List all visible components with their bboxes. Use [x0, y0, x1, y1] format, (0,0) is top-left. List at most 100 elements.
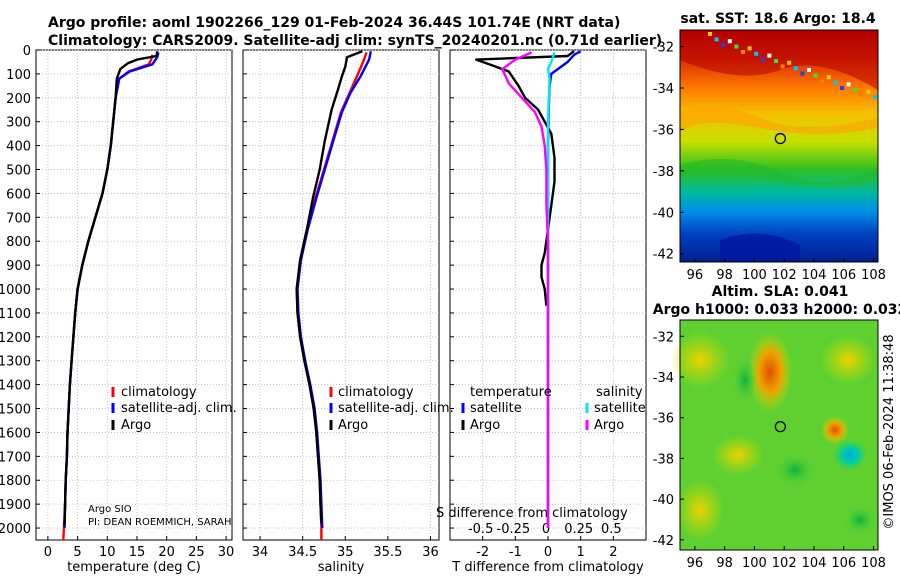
map-y-tick-label: -40 [653, 493, 674, 508]
cloud-pixel [846, 82, 851, 87]
sla-high-2 [820, 336, 876, 384]
sla-map-ticks: 96 98 100 102 104 106 108 -32 -34 -36 -38 -40 -42 [653, 330, 886, 571]
y-tick-label: 400 [6, 140, 31, 155]
legend-label-sal-argo: Argo [594, 418, 624, 433]
map-x-tick-label: 102 [772, 556, 797, 571]
cloud-pixel [714, 37, 719, 42]
map-y-tick-label: -32 [653, 330, 674, 345]
cloud-pixel [873, 95, 877, 99]
cloud-pixel [807, 68, 811, 72]
legend-label-argo: Argo [338, 418, 368, 433]
cloud-pixel [853, 87, 858, 92]
x-tick-label: 35 [337, 545, 354, 560]
x-tick-label: -1 [509, 545, 522, 560]
cloud-pixel [741, 50, 745, 54]
series-salinity-argo [501, 51, 550, 528]
sst-front [680, 107, 878, 134]
temperature-panel [35, 49, 233, 541]
x-tick-label: 36 [422, 545, 439, 560]
cloud-pixel [859, 93, 864, 98]
sst-map [679, 29, 879, 263]
argo-float-marker [774, 421, 786, 433]
map-x-tick-label: 98 [716, 556, 733, 571]
pi-label: PI: DEAN ROEMMICH, SARAH [88, 517, 232, 528]
temperature-legend: climatology satellite-adj. clim. Argo [111, 385, 237, 433]
sla-high-4 [712, 435, 764, 475]
legend-label-argo: Argo [121, 418, 151, 433]
x-tick-label: 15 [129, 545, 146, 560]
series-group [295, 50, 372, 540]
y-tick-label: 1300 [0, 355, 31, 370]
x-tick-label: 20 [158, 545, 175, 560]
legend-label-temp-satellite: satellite [470, 401, 522, 416]
map-y-tick-label: -36 [653, 123, 674, 138]
cloud-pixel [727, 39, 732, 44]
x-tick-label: -2 [476, 545, 489, 560]
legend-title-temperature: temperature [470, 385, 552, 400]
cloud-pixel [708, 32, 712, 36]
series-group [62, 51, 160, 540]
title-line-2: Climatology: CARS2009. Satellite-adj cli… [48, 33, 662, 49]
y-tick-label: 1500 [0, 403, 31, 418]
cloud-pixel [747, 46, 752, 51]
difference-xlabel: T difference from climatology [451, 560, 644, 575]
sst-map-frame [679, 29, 879, 263]
sla-low-3 [775, 454, 815, 486]
profile-lines [62, 50, 582, 540]
cloud-pixel [833, 80, 838, 85]
legend-label-temp-argo: Argo [470, 418, 500, 433]
map-y-tick-label: -42 [653, 248, 674, 263]
map-x-tick-label: 106 [831, 556, 856, 571]
cloud-pixel [800, 71, 805, 76]
cloud-pixel [787, 60, 792, 65]
s-difference-label: S difference from climatology [436, 506, 628, 521]
y-tick-label: 1600 [0, 426, 31, 441]
y-tick-label: 1400 [0, 379, 31, 394]
series-argo [63, 51, 159, 526]
sla-map-title-1: Altim. SLA: 0.041 [712, 284, 849, 300]
sla-map-title-2: Argo h1000: 0.033 h2000: 0.032 [653, 302, 900, 318]
top-tick-label: -0.5 [468, 522, 493, 537]
y-tick-label: 500 [6, 164, 31, 179]
sla-high-main [748, 332, 792, 412]
y-tick-label: 300 [6, 116, 31, 131]
map-x-tick-label: 96 [687, 268, 704, 283]
y-tick-label: 1900 [0, 498, 31, 513]
legend-label-satellite: satellite-adj. clim. [121, 401, 237, 416]
title-line-1: Argo profile: aoml 1902266_129 01-Feb-20… [48, 15, 620, 31]
y-tick-label: 0 [23, 44, 31, 59]
legend-label-sal-satellite: satellite [594, 401, 646, 416]
map-x-tick-label: 104 [802, 556, 827, 571]
y-tick-label: 200 [6, 92, 31, 107]
legend-label-climatology: climatology [338, 385, 414, 400]
x-tick-label: 10 [99, 545, 116, 560]
sla-high-1 [670, 332, 730, 388]
cloud-pixel [793, 66, 798, 71]
salinity-xlabel: salinity [318, 560, 365, 575]
salinity-legend: climatology satellite-adj. clim. Argo [329, 385, 454, 433]
map-x-tick-label: 106 [831, 268, 856, 283]
map-y-tick-label: -40 [653, 206, 674, 221]
map-x-tick-label: 100 [742, 268, 767, 283]
y-tick-label: 1100 [0, 307, 31, 322]
map-y-tick-label: -38 [653, 165, 674, 180]
map-x-tick-label: 108 [861, 556, 886, 571]
sla-low-1 [832, 439, 868, 471]
x-tick-label: 5 [73, 545, 81, 560]
sla-low-2 [733, 358, 757, 402]
map-x-tick-label: 108 [861, 268, 886, 283]
axis-ticks: 0 5 10 15 20 25 30 34 34.5 35 35.5 36 -2 -1 0 1 20100200… [0, 44, 622, 560]
map-y-tick-label: -34 [653, 371, 674, 386]
map-x-tick-label: 104 [802, 268, 827, 283]
x-tick-label: 2 [609, 545, 617, 560]
x-tick-label: 34.5 [288, 545, 317, 560]
cloud-pixel [754, 51, 759, 56]
cloud-pixels [708, 32, 877, 99]
sst-map-title: sat. SST: 18.6 Argo: 18.4 [680, 11, 876, 27]
map-y-tick-label: -36 [653, 412, 674, 427]
sla-high-3 [821, 416, 849, 444]
y-tick-label: 600 [6, 187, 31, 202]
credit-text: ©IMOS 06-Feb-2024 11:38:48 [882, 334, 897, 529]
sla-map [670, 319, 879, 551]
